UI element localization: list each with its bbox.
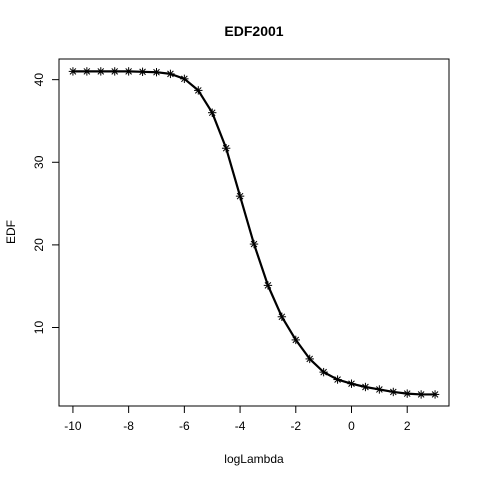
data-point-marker xyxy=(361,382,370,392)
data-point-marker xyxy=(430,390,440,399)
x-tick-label: -4 xyxy=(235,419,246,433)
x-tick-label: -2 xyxy=(290,419,301,433)
data-point-marker xyxy=(152,68,161,77)
x-axis-label: logLambda xyxy=(224,452,284,466)
x-tick-label: -10 xyxy=(64,419,82,433)
x-tick-label: -6 xyxy=(179,419,190,433)
data-point-marker xyxy=(249,239,259,249)
data-point-marker xyxy=(138,67,147,77)
data-point-marker xyxy=(194,86,203,95)
data-point-marker xyxy=(263,281,273,290)
y-tick-label: 10 xyxy=(32,321,46,335)
data-point-marker xyxy=(235,191,245,201)
data-point-marker xyxy=(110,67,119,76)
data-point-marker xyxy=(208,108,217,117)
data-point-marker xyxy=(347,379,356,388)
data-point-marker xyxy=(277,312,287,321)
data-point-marker xyxy=(319,367,328,377)
x-tick-label: -8 xyxy=(123,419,134,433)
y-axis: 10 20 30 40 xyxy=(32,73,60,335)
data-point-marker xyxy=(82,67,92,76)
data-point-marker xyxy=(333,375,342,384)
data-point-marker xyxy=(124,67,133,76)
y-tick-label: 40 xyxy=(32,73,46,87)
x-tick-label: 0 xyxy=(348,419,355,433)
data-point-marker xyxy=(403,389,412,398)
data-point-marker xyxy=(389,387,398,397)
x-tick-label: 2 xyxy=(404,419,411,433)
data-point-marker xyxy=(291,335,300,345)
data-point-marker xyxy=(180,74,189,84)
data-point-marker xyxy=(221,144,231,153)
data-point-marker xyxy=(96,67,105,76)
series-line xyxy=(72,70,436,396)
data-point-marker xyxy=(166,69,175,79)
data-point-marker xyxy=(68,67,78,76)
data-point-marker xyxy=(305,354,314,364)
data-point-marker xyxy=(375,385,384,394)
y-axis-label: EDF xyxy=(4,220,18,244)
plot-frame xyxy=(58,58,450,407)
y-tick-label: 20 xyxy=(32,238,46,252)
y-tick-label: 30 xyxy=(32,155,46,169)
data-point-marker xyxy=(416,390,426,399)
chart-title: EDF2001 xyxy=(224,23,283,39)
x-axis: -10 -8 -6 -4 -2 0 2 xyxy=(64,405,411,433)
series-layer xyxy=(68,67,440,399)
